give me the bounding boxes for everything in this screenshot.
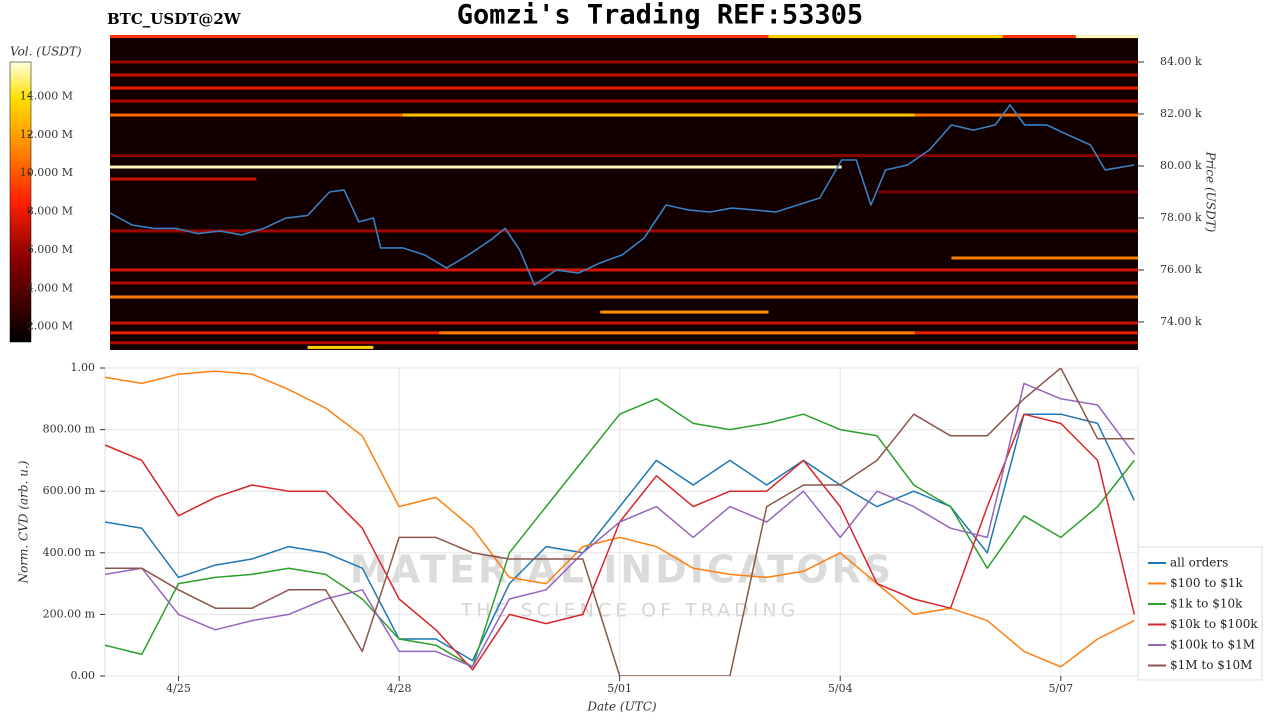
y-tick-label: 84.00 k [1160, 55, 1202, 68]
legend-label: all orders [1170, 556, 1228, 570]
y-tick-label: 1.00 [71, 361, 96, 374]
watermark-subtitle: THE SCIENCE OF TRADING [460, 600, 800, 622]
watermark-title: MATERIAL INDICATORS [350, 548, 894, 592]
x-tick-label: 5/04 [828, 682, 853, 695]
liquidity-band [110, 73, 1138, 77]
liquidity-band [110, 321, 1138, 325]
series-line [110, 104, 1135, 286]
chart-title: Gomzi's Trading REF:53305 [457, 0, 863, 31]
legend-label: $10k to $100k [1170, 617, 1258, 631]
x-tick-label: 4/25 [166, 682, 191, 695]
y-tick-label: 82.00 k [1160, 107, 1202, 120]
liquidity-band [110, 154, 1138, 158]
liquidity-band [110, 99, 1138, 103]
y-tick-label: 74.00 k [1160, 315, 1202, 328]
colorbar-tick-label: 14.000 M [20, 90, 73, 103]
y-tick-label: 0.00 [71, 669, 96, 682]
series-line [105, 413, 1135, 662]
colorbar-tick-label: 12.000 M [20, 128, 73, 141]
x-axis-label: Date (UTC) [586, 700, 656, 714]
liquidity-band [110, 165, 842, 169]
y-tick-label: 600.00 m [43, 484, 96, 497]
liquidity-band [110, 177, 257, 181]
legend-label: $100k to $1M [1170, 638, 1255, 652]
y-tick-label: 80.00 k [1160, 159, 1202, 172]
colorbar-tick-label: 6.000 M [27, 243, 73, 256]
y-tick-label: 800.00 m [43, 423, 96, 436]
cvd-layer [105, 368, 1138, 676]
colorbar-tick-label: 10.000 M [20, 166, 73, 179]
x-tick-label: 4/28 [387, 682, 412, 695]
series-line [105, 398, 1135, 668]
axes-layer: 74.00 k 76.00 k 78.00 k 80.00 k 82.00 k 84.00… [20, 55, 1263, 695]
legend-box [1137, 546, 1263, 681]
liquidity-band [110, 268, 1138, 272]
liquidity-band [110, 60, 1138, 64]
liquidity-band [439, 331, 915, 335]
symbol-label: BTC_USDT@2W [107, 10, 242, 28]
liquidity-band [951, 256, 1138, 260]
liquidity-band [110, 229, 1138, 233]
legend-label: $100 to $1k [1170, 576, 1243, 590]
colorbar-tick-label: 2.000 M [27, 320, 73, 333]
legend-label: $1k to $10k [1170, 597, 1243, 611]
liquidity-band [307, 345, 374, 349]
liquidity-band [110, 341, 1138, 345]
x-tick-label: 5/07 [1048, 682, 1073, 695]
heatmap-layer [110, 35, 1138, 349]
liquidity-band [110, 281, 1138, 285]
x-tick-label: 5/01 [607, 682, 632, 695]
y-tick-label: 78.00 k [1160, 211, 1202, 224]
liquidity-band [878, 190, 1138, 194]
liquidity-band [110, 295, 1138, 299]
legend-label: $1M to $10M [1170, 658, 1252, 672]
colorbar [9, 61, 32, 343]
liquidity-band [600, 310, 769, 314]
y-tick-label: 76.00 k [1160, 263, 1202, 276]
colorbar-tick-label: 4.000 M [27, 281, 73, 294]
series-line [105, 368, 1135, 676]
y-tick-label: 200.00 m [43, 607, 96, 620]
y-tick-label: 400.00 m [43, 546, 96, 559]
liquidity-band [110, 35, 1138, 39]
series-line [105, 370, 1135, 668]
colorbar-label: Vol. (USDT) [10, 45, 82, 59]
series-line [105, 382, 1135, 668]
liquidity-band [1075, 35, 1138, 39]
y-axis-label: Norm. CVD (arb. u.) [17, 460, 31, 584]
liquidity-band [110, 86, 1138, 90]
liquidity-band [402, 113, 915, 117]
colorbar-tick-label: 8.000 M [27, 205, 73, 218]
liquidity-band [768, 35, 1003, 39]
y-axis-label: Price (USDT) [1204, 151, 1218, 233]
